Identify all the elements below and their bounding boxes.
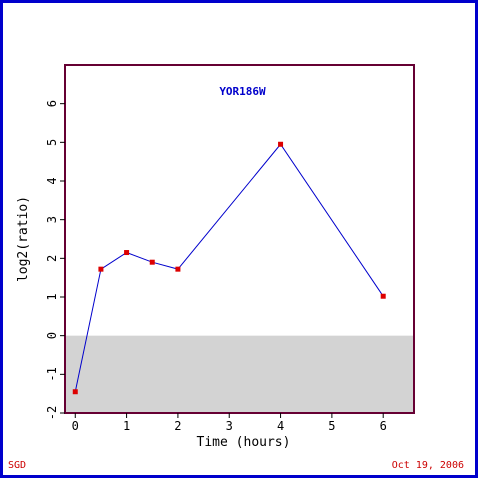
y-tick-label: 3	[45, 216, 59, 223]
chart-title: YOR186W	[219, 85, 266, 98]
data-point	[124, 250, 130, 256]
y-tick-label: 2	[45, 255, 59, 262]
y-axis-label: log2(ratio)	[16, 196, 31, 282]
x-tick-label: 2	[174, 419, 181, 433]
x-tick-label: 3	[226, 419, 233, 433]
y-tick-label: 1	[45, 293, 59, 300]
x-tick-label: 1	[123, 419, 130, 433]
x-tick-label: 4	[277, 419, 284, 433]
plot-area	[64, 64, 415, 414]
x-tick-label: 5	[328, 419, 335, 433]
data-point	[278, 141, 284, 147]
data-point	[98, 266, 104, 272]
data-point	[380, 293, 386, 299]
data-point	[149, 259, 155, 265]
y-tick-label: 6	[45, 100, 59, 107]
y-axis-ticks: -2 -1 0 1 2 3 4 5 6	[45, 100, 65, 420]
y-tick-label: -1	[45, 367, 59, 381]
data-point	[72, 389, 78, 395]
x-tick-label: 6	[380, 419, 387, 433]
date-label: Oct 19, 2006	[391, 460, 464, 471]
x-tick-label: 0	[72, 419, 79, 433]
x-axis-label: Time (hours)	[197, 435, 291, 450]
y-tick-label: 0	[45, 332, 59, 339]
source-label: SGD	[8, 460, 27, 471]
y-tick-label: 5	[45, 139, 59, 146]
x-axis-ticks: 0 1 2 3 4 5 6	[72, 413, 387, 433]
negative-region-shading	[65, 335, 414, 413]
data-series	[72, 141, 386, 395]
y-tick-label: -2	[45, 406, 59, 420]
y-tick-label: 4	[45, 177, 59, 184]
data-point	[175, 266, 181, 272]
